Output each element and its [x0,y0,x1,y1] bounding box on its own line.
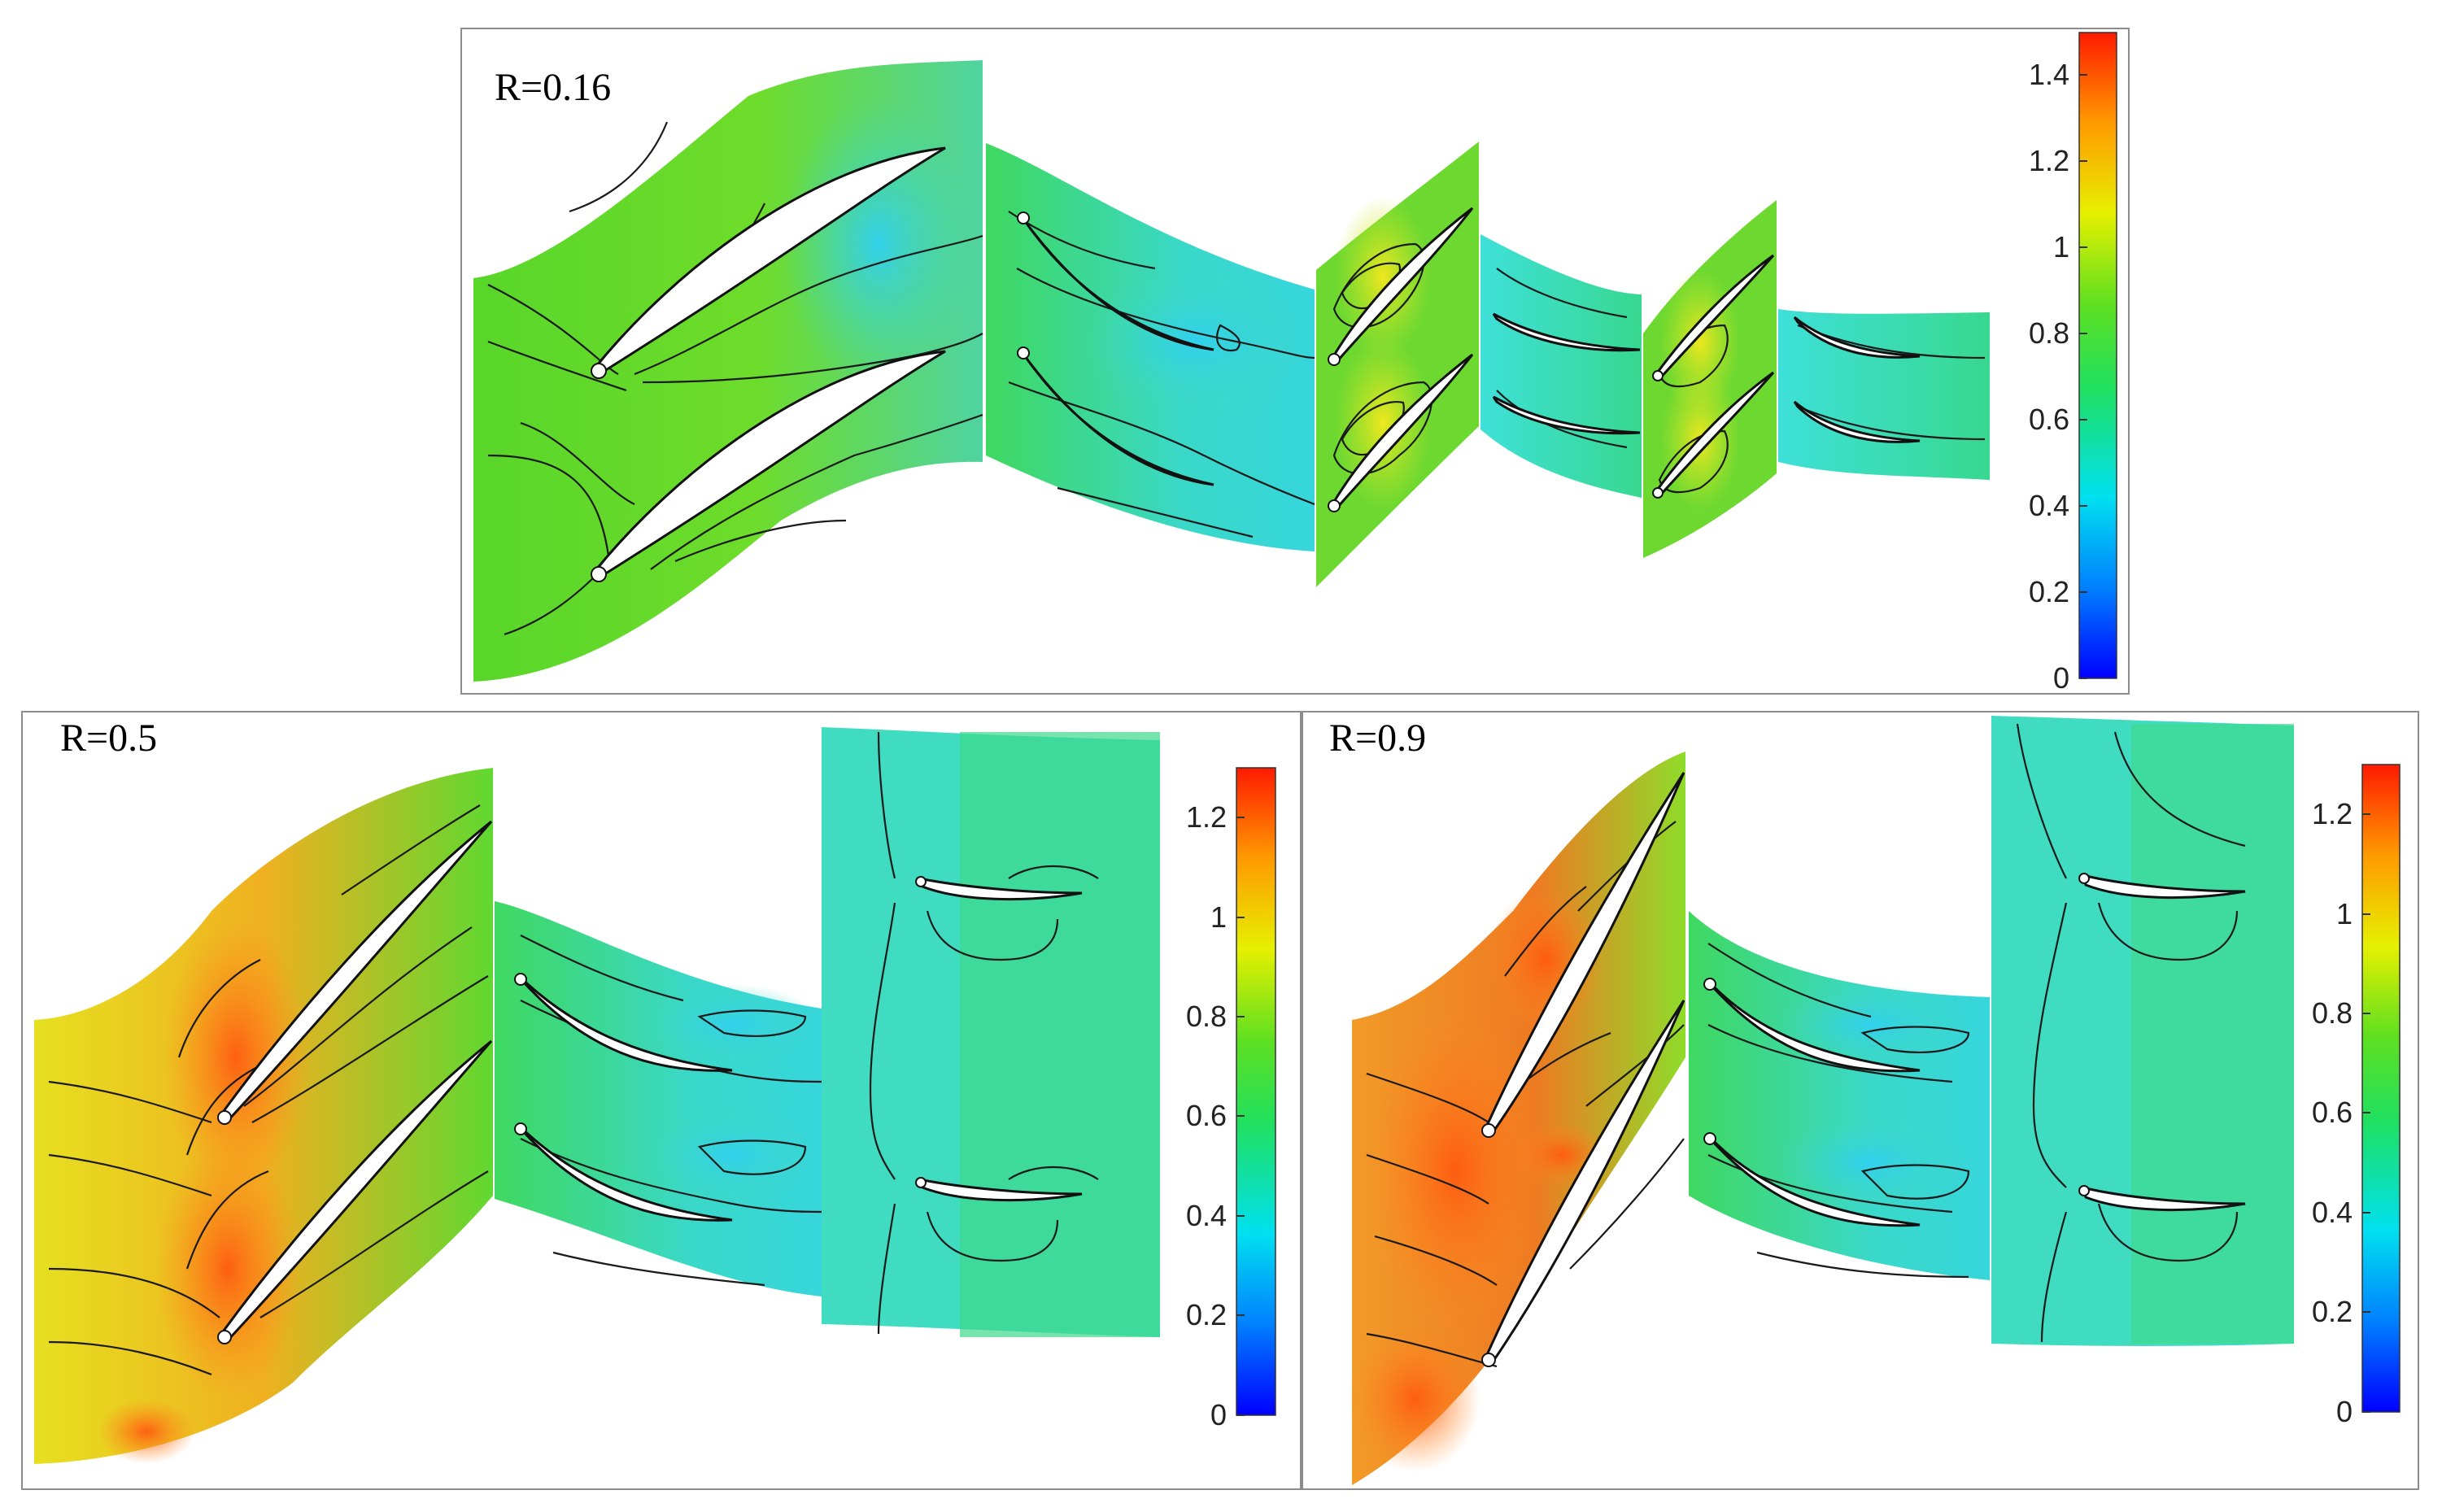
colorbar-tick: 0.2 [2029,575,2069,608]
colorbar-tick: 0.4 [2029,489,2069,522]
colorbar-tick: 0.4 [2312,1196,2353,1229]
colorbar-tick: 1.2 [2029,144,2069,177]
colorbar-tick: 1.2 [1186,800,1227,834]
contour-field-r05 [34,727,1160,1464]
colorbar-tick: 0 [2053,661,2069,695]
colorbar-tick: 1 [2053,230,2069,264]
colorbar-tick: 0.6 [1186,1099,1227,1132]
panel-title: R=0.9 [1329,717,1427,760]
colorbar-tick: 0 [1210,1398,1227,1431]
colorbar-tick: 0.8 [1186,1000,1227,1033]
colorbar-gradient [2078,32,2117,679]
colorbar-r09: 0 0.2 0.4 0.6 0.8 1 1.2 [2312,764,2401,1428]
colorbar-tick: 0.2 [2312,1295,2353,1328]
contour-field-r016 [473,60,1990,682]
colorbar-gradient [1236,767,1276,1416]
colorbar-tick: 1.2 [2312,797,2353,830]
colorbar-tick: 1 [2336,897,2353,930]
colorbar-gradient [2361,764,2401,1413]
contour-field-r09 [1350,716,2294,1485]
panel-title: R=0.16 [495,66,612,109]
colorbar-tick: 0.6 [2029,403,2069,436]
colorbar-tick: 0.6 [2312,1096,2353,1129]
colorbar-tick: 0 [2336,1395,2353,1428]
colorbar-r05: 0 0.2 0.4 0.6 0.8 1 1.2 [1186,767,1276,1431]
colorbar-tick: 0.8 [2029,316,2069,350]
colorbar-tick: 1.4 [2029,58,2069,91]
colorbar-tick: 0.8 [2312,996,2353,1030]
colorbar-tick: 0.2 [1186,1298,1227,1331]
colorbar-tick: 1 [1210,900,1227,934]
panel-title: R=0.5 [60,717,158,760]
colorbar-r016: 0 0.2 0.4 0.6 0.8 1 1.2 1.4 [2029,32,2117,695]
colorbar-tick: 0.4 [1186,1199,1227,1232]
